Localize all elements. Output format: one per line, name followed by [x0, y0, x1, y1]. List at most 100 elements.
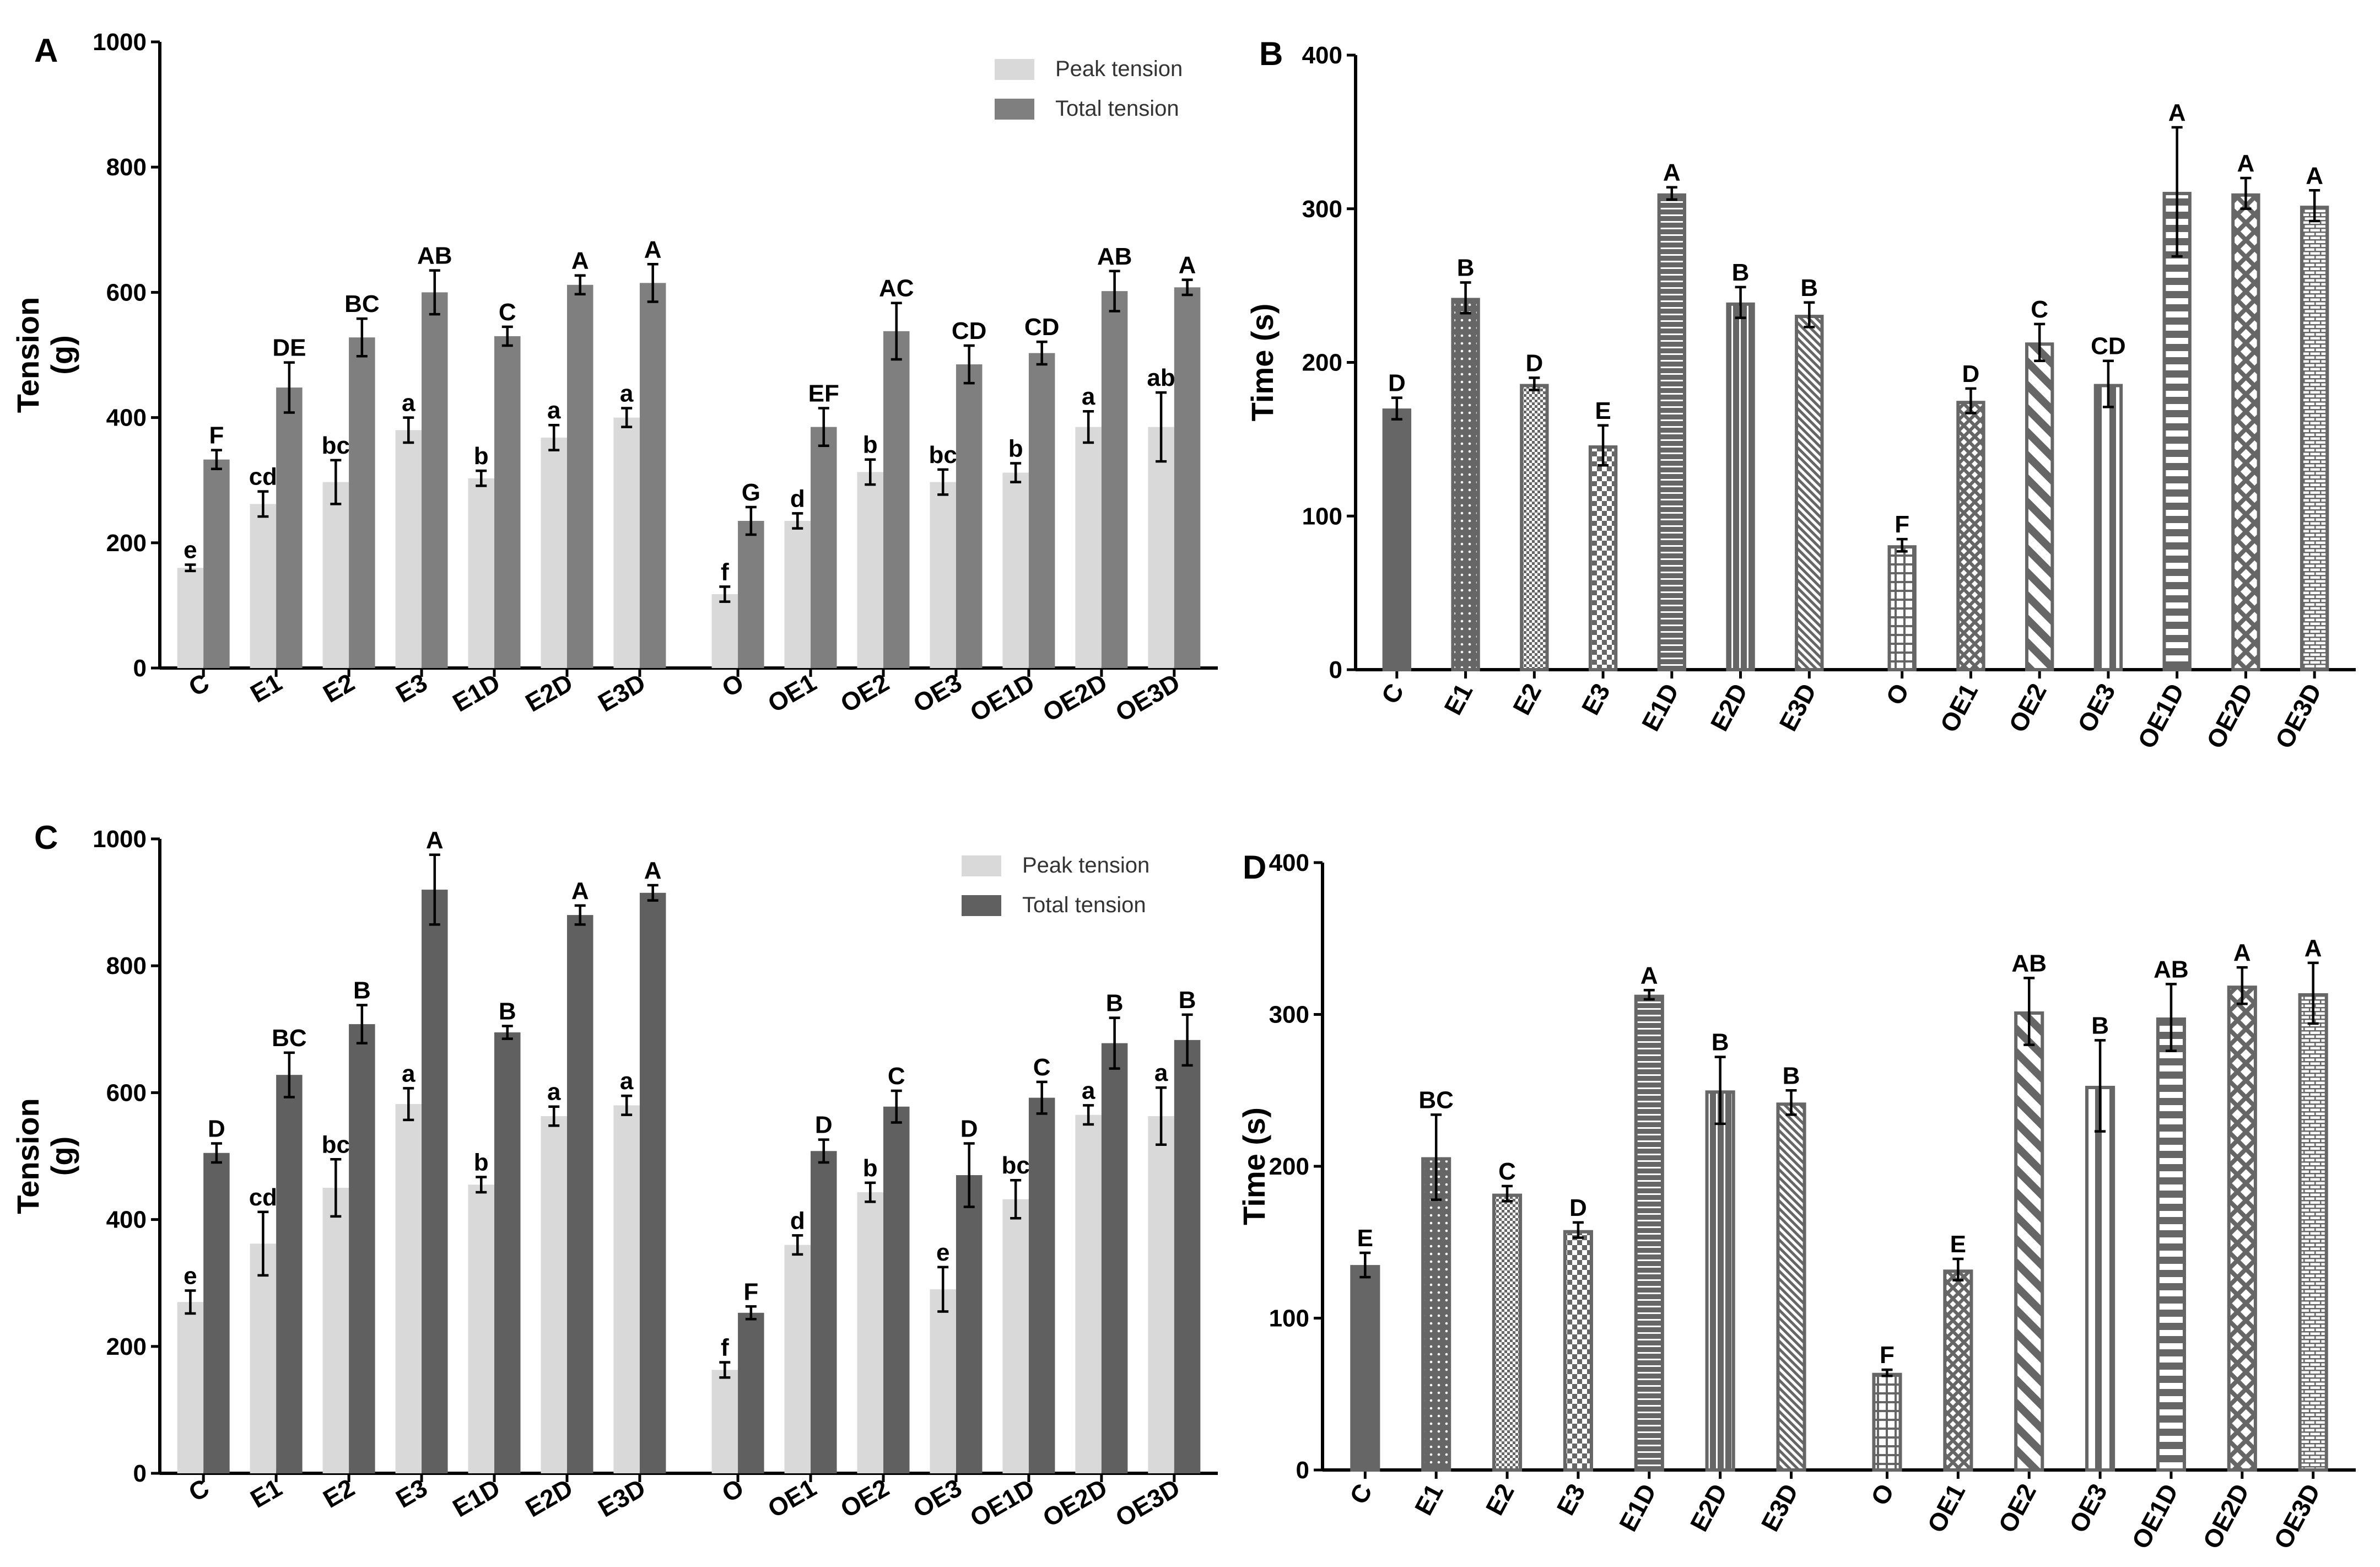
bar-total-tension-e3d	[639, 283, 666, 668]
significance-letter: e	[184, 1263, 197, 1290]
x-tick-label: OE2D	[1038, 668, 1111, 728]
panel-C: C Tension (g) 0 200 400 600 800 1000 C E1 E2 E3 E1D E2…	[10, 819, 1218, 1532]
significance-letter: B	[353, 977, 371, 1004]
significance-letter: B	[1179, 987, 1196, 1014]
x-tick-label: OE2	[2003, 679, 2052, 737]
error-bar	[621, 407, 633, 428]
y-axis-label: (g)	[45, 335, 79, 375]
x-tick-label: OE1D	[2126, 1479, 2184, 1553]
significance-letter: A	[2305, 935, 2322, 962]
error-bar	[1965, 387, 1977, 414]
significance-letter: B	[1457, 255, 1475, 282]
error-bar	[2023, 977, 2035, 1046]
x-tick-label: OE3	[2064, 1479, 2113, 1537]
significance-letter: d	[790, 485, 805, 512]
y-tick-label: 300	[1302, 196, 1342, 223]
panel-letter: D	[1243, 849, 1266, 886]
bar-total-tension-e3	[422, 292, 448, 668]
y-tick-label: 200	[1269, 1153, 1309, 1180]
y-axis-label: Time (s)	[1237, 1107, 1271, 1225]
bar-total-tension-oe2d	[1101, 291, 1128, 668]
y-axis-label: (g)	[45, 1137, 79, 1176]
error-bar	[891, 1089, 902, 1124]
bar-total-tension-oe3	[956, 1175, 983, 1473]
bar-peak-tension-e3d	[613, 417, 640, 668]
bar-peak-tension-oe1	[784, 521, 811, 668]
legend-label: Total tension	[1055, 96, 1179, 121]
bar-peak-tension-e3	[395, 1104, 422, 1473]
bar-time-e3d	[1776, 1102, 1806, 1472]
bar-total-tension-oe3d	[1174, 287, 1201, 668]
bar-total-tension-oe2	[883, 1106, 910, 1473]
bar-time-e1d	[1634, 994, 1664, 1472]
legend-label: Peak tension	[1055, 57, 1183, 81]
bar-time-e2d	[1726, 302, 1755, 671]
bar-total-tension-oe1d	[1028, 353, 1055, 668]
error-bar	[476, 1176, 487, 1194]
bar-total-tension-e1d	[494, 1032, 521, 1473]
error-bar	[1666, 186, 1677, 201]
error-bar	[1036, 1080, 1048, 1115]
error-bar	[403, 1087, 414, 1122]
bar-peak-tension-oe2	[857, 472, 883, 668]
error-bar	[2309, 189, 2320, 223]
error-bar	[647, 263, 659, 303]
x-tick-label: E1	[245, 1473, 287, 1514]
y-axis-label: Time (s)	[1245, 304, 1280, 422]
error-bar	[211, 449, 222, 471]
legend-label: Peak tension	[1022, 853, 1149, 877]
error-bar	[963, 1142, 975, 1208]
y-tick-label: 200	[1302, 349, 1342, 376]
error-bar	[429, 853, 440, 926]
bar-total-tension-e1	[276, 387, 303, 668]
error-bar	[185, 563, 196, 573]
error-bar	[2095, 1039, 2106, 1133]
error-bar	[574, 274, 586, 296]
significance-letter: cd	[249, 464, 277, 491]
bar-time-oe1	[1956, 401, 1985, 671]
error-bar	[2171, 126, 2183, 258]
error-bar	[356, 317, 368, 358]
significance-letter: D	[815, 1112, 833, 1139]
x-tick-label: OE1	[763, 668, 821, 718]
x-tick-label: C	[1375, 679, 1410, 708]
x-tick-label: OE3D	[1110, 668, 1184, 728]
error-bar	[818, 1138, 829, 1164]
bar-total-tension-e2	[349, 1024, 375, 1473]
bar-time-e1	[1451, 298, 1480, 671]
significance-letter: B	[1732, 259, 1750, 286]
x-tick-label: E2D	[520, 1473, 577, 1523]
x-tick-label: O	[1880, 679, 1915, 709]
x-tick-label: OE2D	[2197, 1479, 2255, 1553]
significance-letter: ab	[1147, 364, 1175, 391]
x-tick-label: E2	[318, 668, 359, 708]
bar-peak-tension-oe1d	[1002, 1199, 1029, 1473]
x-tick-label: OE3D	[1110, 1473, 1184, 1533]
bar-peak-tension-e1d	[468, 478, 495, 668]
bar-peak-tension-oe1d	[1002, 472, 1029, 668]
significance-letter: D	[1962, 360, 1980, 387]
error-bar	[891, 301, 902, 361]
error-bar	[403, 416, 414, 444]
bar-time-c	[1382, 408, 1412, 671]
significance-letter: F	[209, 422, 224, 449]
panel-letter: C	[34, 819, 58, 856]
significance-letter: CD	[1024, 314, 1060, 341]
significance-letter: AB	[417, 243, 452, 270]
error-bar	[2240, 176, 2252, 210]
bar-peak-tension-e2	[322, 1188, 349, 1473]
significance-letter: DE	[272, 335, 306, 362]
error-bar	[2165, 983, 2177, 1052]
significance-letter: a	[402, 1060, 415, 1087]
x-tick-label: OE1	[1934, 679, 1983, 737]
x-tick-label: OE2	[835, 668, 894, 718]
y-tick-label: 1000	[93, 29, 147, 56]
significance-letter: A	[426, 827, 444, 854]
x-tick-label: E2D	[1704, 679, 1753, 735]
significance-letter: C	[2031, 296, 2048, 323]
error-bar	[865, 458, 876, 486]
significance-letter: a	[620, 1068, 634, 1095]
bar-time-e3d	[1795, 315, 1824, 671]
x-tick-label: E1D	[448, 668, 505, 718]
